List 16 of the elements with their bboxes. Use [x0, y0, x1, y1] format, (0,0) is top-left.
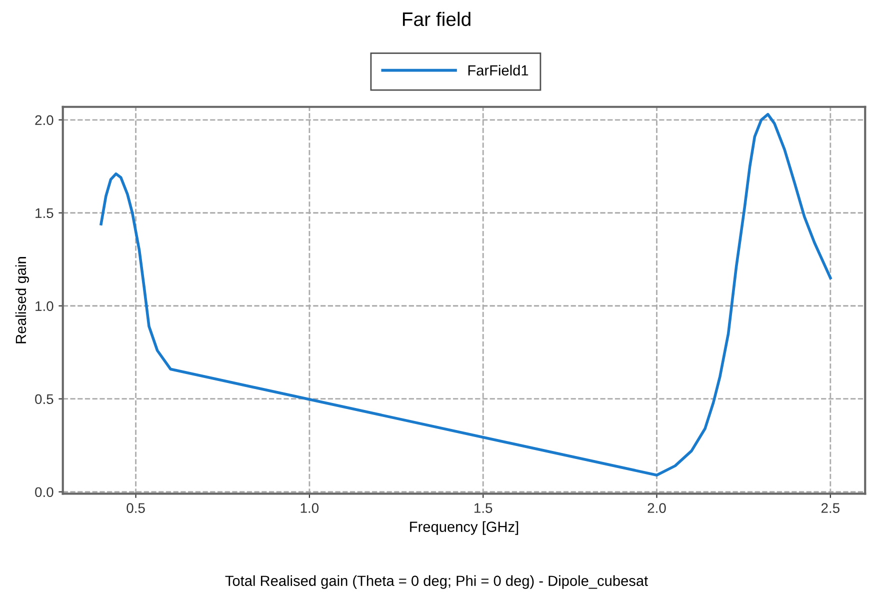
x-tick-label: 0.5 [126, 503, 145, 513]
x-tick-label: 1.5 [474, 503, 492, 513]
y-tick-label: 2.0 [35, 115, 54, 126]
y-tick-label: 0.0 [35, 487, 54, 498]
y-tick-label: 1.5 [36, 208, 54, 218]
chart-title: Far field [402, 12, 470, 26]
y-tick-label: 0.5 [35, 394, 54, 404]
line-series [100, 112, 832, 477]
y-tick-label: 1.0 [36, 301, 54, 312]
x-tick-label: 1.0 [300, 503, 319, 513]
legend-label: FarField1 [468, 64, 528, 76]
x-tick-label: 2.0 [648, 503, 666, 513]
text: Total Realised gain (Theta = 0 deg; Phi = 0 deg) - Dipole_cubesat [225, 575, 648, 589]
x-axis-title: Frequency [GHz] [410, 521, 518, 535]
y-axis-title: Realised gain [15, 257, 29, 344]
x-tick-label: 2.5 [821, 503, 840, 513]
